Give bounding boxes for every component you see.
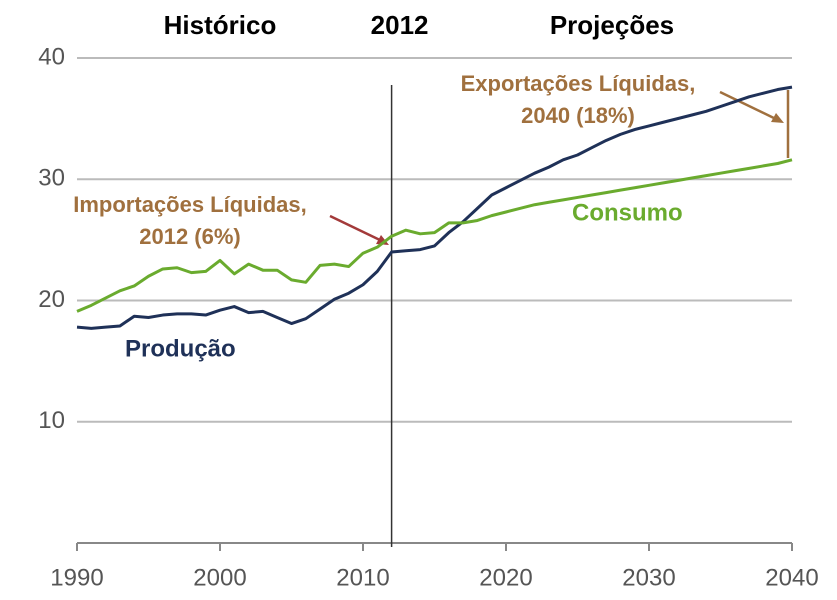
x-tick-label: 2030 xyxy=(622,564,675,591)
y-tick-label: 10 xyxy=(38,407,65,434)
y-tick-label: 20 xyxy=(38,286,65,313)
x-tick-label: 2000 xyxy=(193,564,246,591)
divider-label: 2012 xyxy=(371,10,429,40)
y-tick-label: 30 xyxy=(38,165,65,192)
annotation: 2040 (18%) xyxy=(521,103,635,128)
annotation: Importações Líquidas, xyxy=(73,192,307,217)
series-line xyxy=(76,85,793,330)
x-tick-label: 2040 xyxy=(765,564,818,591)
annotation: Exportações Líquidas, xyxy=(461,71,696,96)
x-tick-label: 2020 xyxy=(479,564,532,591)
import-arrow xyxy=(329,214,385,244)
y-tick-label: 40 xyxy=(38,43,65,70)
series-line xyxy=(76,158,793,313)
header-right: Projeções xyxy=(550,10,674,40)
x-tick-label: 1990 xyxy=(50,564,103,591)
annotation: 2012 (6%) xyxy=(139,224,241,249)
x-tick-label: 2010 xyxy=(336,564,389,591)
export-arrowhead xyxy=(771,113,784,123)
series-label: Produção xyxy=(125,335,236,362)
series-label: Consumo xyxy=(572,199,683,226)
header-left: Histórico xyxy=(164,10,277,40)
export-arrow xyxy=(719,90,779,122)
